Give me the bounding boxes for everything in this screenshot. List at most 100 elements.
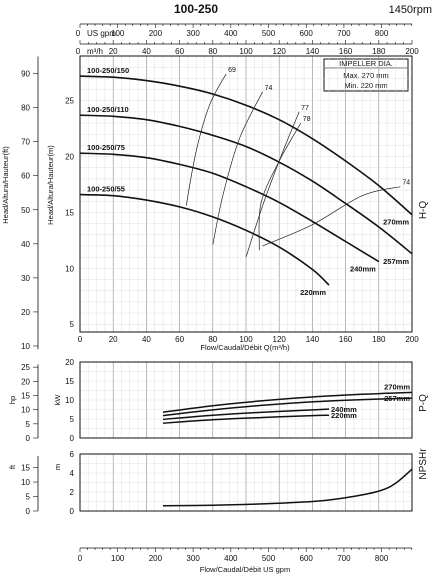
top-m3h-tick-label: 60 (175, 47, 184, 56)
top-gpm-tick-label: 800 (375, 29, 389, 38)
pq-kw-tick-label: 15 (65, 377, 74, 386)
hq-x-tick-label: 180 (372, 335, 386, 344)
top-m3h-tick-label: 120 (273, 47, 287, 56)
npsh-m-axis-label: m (53, 464, 62, 470)
npsh-m-tick-label: 6 (70, 450, 75, 459)
impeller-legend-max: Max. 270 mm (343, 71, 388, 80)
npsh-m-tick-label: 4 (70, 469, 75, 478)
hq-curve-diameter-label: 240mm (350, 265, 376, 274)
hq-efficiency-curve-74 (262, 186, 401, 247)
bottom-gpm-tick-label: 400 (224, 554, 238, 563)
bottom-gpm-tick-label: 600 (300, 554, 314, 563)
top-m3h-tick-label: 140 (306, 47, 320, 56)
pq-side-label: P-Q (418, 394, 429, 412)
top-gpm-tick-label: 100 (111, 29, 125, 38)
npsh-grid (79, 453, 413, 512)
npsh-ft-tick-label: 10 (21, 478, 30, 487)
pq-hp-tick-label: 0 (26, 434, 31, 443)
bottom-gpm-tick-label: 0 (78, 554, 83, 563)
hq-x-tick-label: 140 (306, 335, 320, 344)
hq-curve-model-label: 100-250/150 (87, 66, 129, 75)
npsh-side-label: NPSHr (418, 448, 429, 480)
bottom-gpm-tick-label: 700 (337, 554, 351, 563)
hq-efficiency-label: 74 (402, 180, 410, 187)
bottom-x-axis-label: Flow/Caudal/Débit US gpm (200, 565, 290, 574)
hq-x-tick-label: 100 (239, 335, 253, 344)
hq-curve-100-250/75 (79, 152, 380, 263)
hq-efficiency-curve-74 (212, 91, 263, 245)
pq-kw-tick-label: 20 (65, 358, 74, 367)
hq-curve-100-250/55 (79, 193, 330, 286)
hq-m-tick-label: 20 (65, 153, 74, 162)
top-m3h-tick-label: 160 (339, 47, 353, 56)
hq-curve-model-label: 100-250/110 (87, 105, 129, 114)
top-m3h-tick-label: 0 (76, 47, 81, 56)
top-m3h-unit-label: m³/h (87, 47, 103, 56)
top-gpm-tick-label: 700 (337, 29, 351, 38)
pq-frame (79, 361, 413, 439)
hq-m-tick-label: 5 (70, 320, 75, 329)
hq-curve-100-250/110 (79, 114, 413, 255)
top-gpm-tick-label: 500 (262, 29, 276, 38)
hq-side-label: H-Q (418, 201, 429, 220)
hq-m-tick-label: 10 (65, 264, 74, 273)
hq-curve-diameter-label: 257mm (383, 257, 409, 266)
hq-curve-model-label: 100-250/75 (87, 143, 125, 152)
npsh-ft-axis-label: ft (8, 464, 17, 469)
bottom-gpm-tick-label: 100 (111, 554, 125, 563)
pq-curve-257mm (162, 397, 413, 417)
impeller-legend-min: Min. 220 mm (344, 81, 387, 90)
hq-frame (79, 55, 413, 333)
pq-hp-tick-label: 15 (21, 391, 30, 400)
top-gpm-tick-label: 0 (76, 29, 81, 38)
pq-curve-220mm (162, 414, 330, 424)
bottom-gpm-tick-label: 300 (186, 554, 200, 563)
hq-x-tick-label: 200 (405, 335, 419, 344)
hq-efficiency-label: 77 (301, 105, 309, 112)
chart-title: 100-250 (174, 2, 218, 16)
hq-ft-tick-label: 10 (21, 342, 30, 351)
hq-ft-tick-label: 20 (21, 308, 30, 317)
top-m3h-tick-label: 20 (109, 47, 118, 56)
bottom-gpm-tick-label: 800 (375, 554, 389, 563)
hq-ft-tick-label: 90 (21, 70, 30, 79)
pq-curve-label: 220mm (331, 411, 357, 420)
hq-efficiency-curve-78 (258, 122, 302, 251)
hq-ft-tick-label: 60 (21, 172, 30, 181)
npsh-frame (79, 453, 413, 512)
hq-curve-model-label: 100-250/55 (87, 185, 125, 194)
pq-hp-axis-label: hp (8, 396, 17, 404)
top-gpm-tick-label: 400 (224, 29, 238, 38)
speed-label: 1450rpm (389, 4, 432, 16)
pq-kw-axis-label: kW (53, 394, 62, 406)
hq-grid (79, 55, 413, 332)
hq-x-tick-label: 40 (142, 335, 151, 344)
top-gpm-unit-label: US gpm (87, 29, 116, 38)
hq-m-axis-label: Head/Altura/Hauteur(m) (46, 145, 55, 225)
pq-curve-240mm (162, 408, 330, 421)
hq-m-tick-label: 25 (65, 97, 74, 106)
top-gpm-tick-label: 600 (300, 29, 314, 38)
hq-x-tick-label: 160 (339, 335, 353, 344)
hq-ft-tick-label: 70 (21, 138, 30, 147)
hq-ft-tick-label: 80 (21, 104, 30, 113)
hq-x-axis-label: Flow/Caudal/Débit Q(m³/h) (200, 343, 290, 352)
pq-kw-tick-label: 10 (65, 396, 74, 405)
pq-hp-tick-label: 20 (21, 377, 30, 386)
top-m3h-tick-label: 80 (208, 47, 217, 56)
hq-x-tick-label: 0 (78, 335, 83, 344)
pq-hp-tick-label: 5 (26, 420, 31, 429)
npsh-ft-tick-label: 0 (26, 507, 31, 516)
hq-ft-tick-label: 50 (21, 206, 30, 215)
hq-x-tick-label: 80 (208, 335, 217, 344)
hq-curve-diameter-label: 220mm (300, 288, 326, 297)
hq-efficiency-label: 78 (303, 116, 311, 123)
pq-curve-270mm (162, 391, 413, 413)
pq-hp-tick-label: 10 (21, 406, 30, 415)
top-gpm-tick-label: 200 (149, 29, 163, 38)
npsh-m-tick-label: 2 (70, 488, 75, 497)
pq-hp-tick-label: 25 (21, 363, 30, 372)
hq-ft-tick-label: 40 (21, 240, 30, 249)
hq-ft-tick-label: 30 (21, 274, 30, 283)
pq-kw-tick-label: 0 (70, 434, 75, 443)
